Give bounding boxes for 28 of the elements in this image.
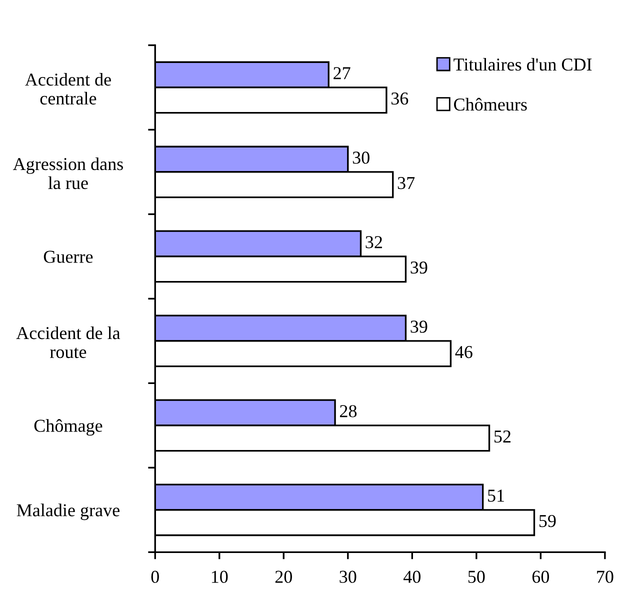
data-label: 32	[366, 236, 382, 248]
data-label: 39	[410, 262, 428, 274]
data-label: 52	[494, 430, 510, 443]
data-label: 36	[391, 92, 408, 105]
x-tick-label: 0	[151, 570, 159, 583]
y-tick-label: Maladie grave	[16, 504, 120, 520]
data-label: 28	[340, 405, 357, 418]
x-tick-label: 50	[468, 570, 485, 583]
data-label: 27	[334, 67, 350, 80]
data-label: 59	[539, 514, 556, 528]
data-label: 30	[352, 152, 370, 164]
data-label: 37	[398, 177, 415, 190]
x-tick-label: 70	[597, 570, 614, 583]
x-tick-label: 30	[340, 570, 356, 583]
y-tick-label: Accident de centrale	[25, 73, 111, 105]
y-tick-label: Accident de la route	[16, 326, 120, 358]
x-tick-label: 40	[403, 570, 420, 583]
legend-label: Titulaires d'un CDI	[454, 58, 592, 71]
x-tick-label: 60	[532, 570, 550, 583]
legend-label: Chômeurs	[454, 98, 527, 111]
y-tick-label: Chômage	[34, 419, 102, 436]
data-label: 39	[410, 320, 428, 333]
data-label: 46	[455, 346, 472, 358]
y-tick-label: Guerre	[44, 250, 93, 263]
data-label: 51	[488, 490, 504, 502]
x-tick-label: 20	[275, 570, 292, 583]
x-tick-label: 10	[212, 570, 228, 583]
y-tick-label: Agression dans la rue	[12, 157, 123, 190]
